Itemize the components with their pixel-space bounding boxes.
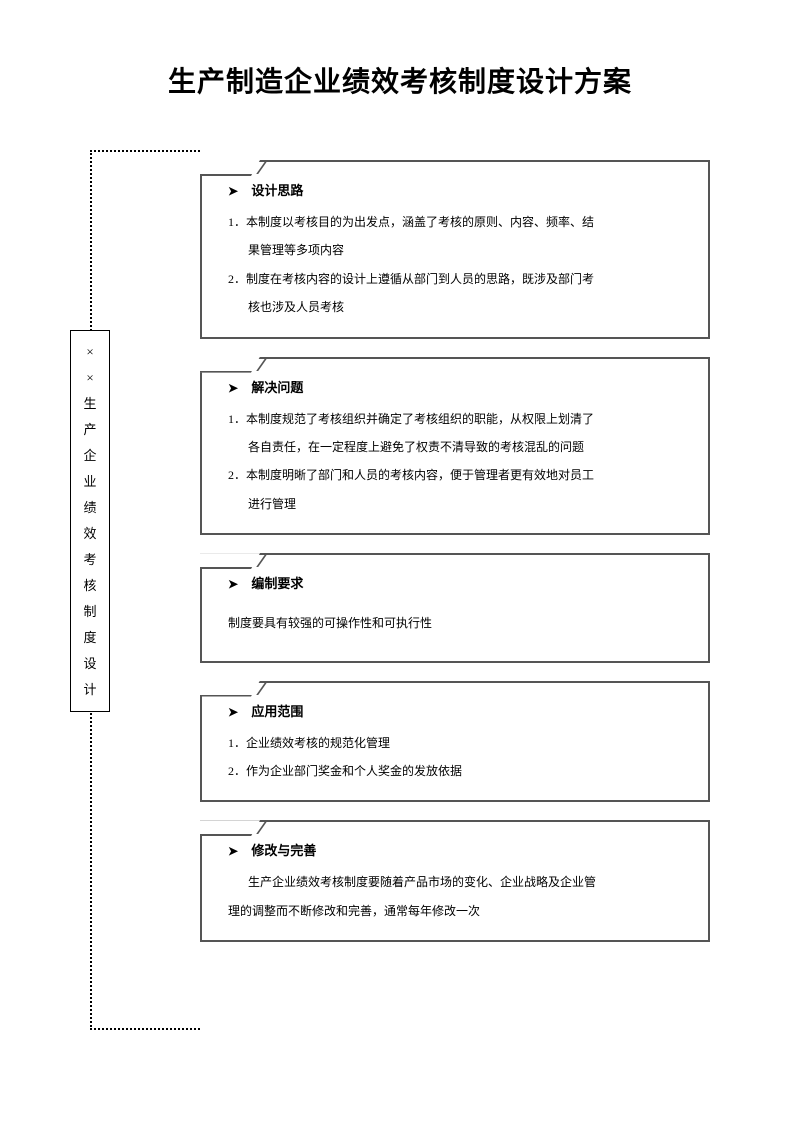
section-body: 生产企业绩效考核制度要随着产品市场的变化、企业战略及企业管 理的调整而不断修改和… bbox=[228, 869, 690, 924]
vchar: × bbox=[71, 365, 109, 391]
vchar: 效 bbox=[71, 521, 109, 547]
heading-text: 编制要求 bbox=[251, 576, 303, 591]
vchar: 产 bbox=[71, 417, 109, 443]
section-design-thinking: ➤ 设计思路 1．本制度以考核目的为出发点，涵盖了考核的原则、内容、频率、结 果… bbox=[200, 160, 710, 339]
section-heading: ➤ 设计思路 bbox=[228, 180, 690, 199]
chevron-right-icon: ➤ bbox=[228, 844, 238, 859]
page-title: 生产制造企业绩效考核制度设计方案 bbox=[0, 0, 800, 130]
body-line: 2．作为企业部门奖金和个人奖金的发放依据 bbox=[228, 758, 690, 784]
heading-text: 解决问题 bbox=[251, 380, 303, 395]
vchar: 考 bbox=[71, 547, 109, 573]
section-body: 制度要具有较强的可操作性和可执行性 bbox=[228, 602, 690, 646]
section-heading: ➤ 应用范围 bbox=[228, 701, 690, 720]
vchar: 计 bbox=[71, 677, 109, 703]
section-heading: ➤ 编制要求 bbox=[228, 573, 690, 592]
vchar: 绩 bbox=[71, 495, 109, 521]
vertical-label-box: × × 生 产 企 业 绩 效 考 核 制 度 设 计 bbox=[70, 330, 110, 712]
body-line: 生产企业绩效考核制度要随着产品市场的变化、企业战略及企业管 bbox=[228, 869, 690, 895]
section-body: 1．本制度规范了考核组织并确定了考核组织的职能，从权限上划清了 各自责任，在一定… bbox=[228, 406, 690, 518]
chevron-right-icon: ➤ bbox=[228, 381, 238, 396]
body-line: 1．企业绩效考核的规范化管理 bbox=[228, 730, 690, 756]
vchar: × bbox=[71, 339, 109, 365]
chevron-right-icon: ➤ bbox=[228, 705, 238, 720]
body-line: 理的调整而不断修改和完善，通常每年修改一次 bbox=[228, 898, 690, 924]
vchar: 设 bbox=[71, 651, 109, 677]
section-heading: ➤ 解决问题 bbox=[228, 377, 690, 396]
body-line: 2．制度在考核内容的设计上遵循从部门到人员的思路，既涉及部门考 bbox=[228, 266, 690, 292]
body-line: 1．本制度以考核目的为出发点，涵盖了考核的原则、内容、频率、结 bbox=[228, 209, 690, 235]
vchar: 度 bbox=[71, 625, 109, 651]
vchar: 生 bbox=[71, 391, 109, 417]
vchar: 核 bbox=[71, 573, 109, 599]
section-requirements: ➤ 编制要求 制度要具有较强的可操作性和可执行性 bbox=[200, 553, 710, 662]
vchar: 业 bbox=[71, 469, 109, 495]
vchar: 企 bbox=[71, 443, 109, 469]
section-body: 1．本制度以考核目的为出发点，涵盖了考核的原则、内容、频率、结 果管理等多项内容… bbox=[228, 209, 690, 321]
sections-column: ➤ 设计思路 1．本制度以考核目的为出发点，涵盖了考核的原则、内容、频率、结 果… bbox=[200, 160, 710, 960]
section-application-scope: ➤ 应用范围 1．企业绩效考核的规范化管理 2．作为企业部门奖金和个人奖金的发放… bbox=[200, 681, 710, 803]
chevron-right-icon: ➤ bbox=[228, 577, 238, 592]
vchar: 制 bbox=[71, 599, 109, 625]
body-line: 进行管理 bbox=[228, 491, 690, 517]
section-body: 1．企业绩效考核的规范化管理 2．作为企业部门奖金和个人奖金的发放依据 bbox=[228, 730, 690, 785]
section-solve-problems: ➤ 解决问题 1．本制度规范了考核组织并确定了考核组织的职能，从权限上划清了 各… bbox=[200, 357, 710, 536]
heading-text: 应用范围 bbox=[251, 704, 303, 719]
diagram-container: × × 生 产 企 业 绩 效 考 核 制 度 设 计 ➤ 设计思路 1．本制度… bbox=[90, 130, 710, 1050]
body-line: 核也涉及人员考核 bbox=[228, 294, 690, 320]
section-heading: ➤ 修改与完善 bbox=[228, 840, 690, 859]
body-line: 各自责任，在一定程度上避免了权责不清导致的考核混乱的问题 bbox=[228, 434, 690, 460]
heading-text: 修改与完善 bbox=[251, 843, 316, 858]
body-line: 1．本制度规范了考核组织并确定了考核组织的职能，从权限上划清了 bbox=[228, 406, 690, 432]
body-line: 果管理等多项内容 bbox=[228, 237, 690, 263]
section-revision: ➤ 修改与完善 生产企业绩效考核制度要随着产品市场的变化、企业战略及企业管 理的… bbox=[200, 820, 710, 942]
chevron-right-icon: ➤ bbox=[228, 184, 238, 199]
body-line: 制度要具有较强的可操作性和可执行性 bbox=[228, 610, 690, 636]
heading-text: 设计思路 bbox=[251, 183, 303, 198]
body-line: 2．本制度明晰了部门和人员的考核内容，便于管理者更有效地对员工 bbox=[228, 462, 690, 488]
